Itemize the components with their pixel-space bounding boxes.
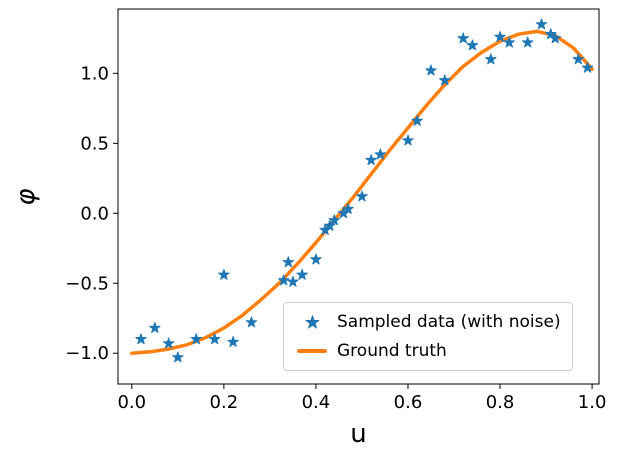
x-tick-label: 1.0 [578, 392, 607, 413]
ground-truth-line [130, 29, 594, 355]
scatter-point [149, 322, 161, 333]
scatter-point [581, 61, 594, 73]
scatter-point [172, 351, 184, 363]
scatter-point [466, 39, 479, 51]
scatter-point [485, 53, 497, 65]
scatter-point [227, 336, 239, 347]
scatter-point [282, 256, 295, 268]
scatter-point [310, 253, 322, 265]
axes-spines [117, 8, 600, 385]
y-tick-label: 0.5 [80, 133, 109, 154]
scatter-point [245, 316, 258, 328]
x-tick-label: 0.2 [210, 392, 239, 413]
x-tick-label: 0.6 [394, 392, 423, 413]
scatter-point [572, 53, 585, 65]
x-tick-label: 0.8 [486, 392, 515, 413]
scatter-point [521, 36, 534, 48]
scatter-point [457, 32, 469, 44]
y-tick-label: −0.5 [65, 273, 109, 294]
scatter-point [190, 333, 202, 345]
x-tick-label: 0.0 [117, 392, 146, 413]
legend: Sampled data (with noise) Ground truth [283, 302, 573, 371]
scatter-point [402, 134, 414, 146]
x-tick-label: 0.4 [302, 392, 331, 413]
scatter-point [549, 32, 561, 44]
scatter-point [411, 114, 423, 126]
line-swatch-icon [295, 349, 329, 353]
scatter-point [439, 74, 451, 86]
scatter-point [494, 30, 506, 42]
legend-label-sampled-data: Sampled data (with noise) [337, 312, 561, 332]
scatter-point [365, 154, 377, 166]
scatter-point [287, 275, 299, 287]
y-tick-label: −1.0 [65, 343, 109, 364]
scatter-point [342, 203, 354, 215]
scatter-point [135, 333, 147, 345]
star-marker-icon [295, 314, 329, 330]
scatter-point [296, 268, 308, 280]
scatter-point [425, 64, 437, 76]
scatter-point [356, 190, 368, 202]
y-tick-label: 0.0 [80, 203, 109, 224]
scatter-point [218, 268, 230, 280]
scatter-point [162, 337, 175, 349]
legend-label-ground-truth: Ground truth [337, 341, 447, 361]
scatter-point [503, 36, 515, 48]
legend-item-ground-truth: Ground truth [295, 341, 561, 361]
scatter-point [324, 219, 336, 231]
scatter-point [277, 274, 290, 286]
scatter-point [535, 18, 548, 30]
x-axis-label: u [350, 419, 367, 449]
legend-item-sampled-data: Sampled data (with noise) [295, 312, 561, 332]
y-tick-label: 1.0 [80, 63, 109, 84]
scatter-point [208, 333, 221, 345]
y-axis-label: φ [11, 188, 41, 206]
scatter-point [328, 214, 341, 226]
scatter-point [374, 148, 387, 160]
